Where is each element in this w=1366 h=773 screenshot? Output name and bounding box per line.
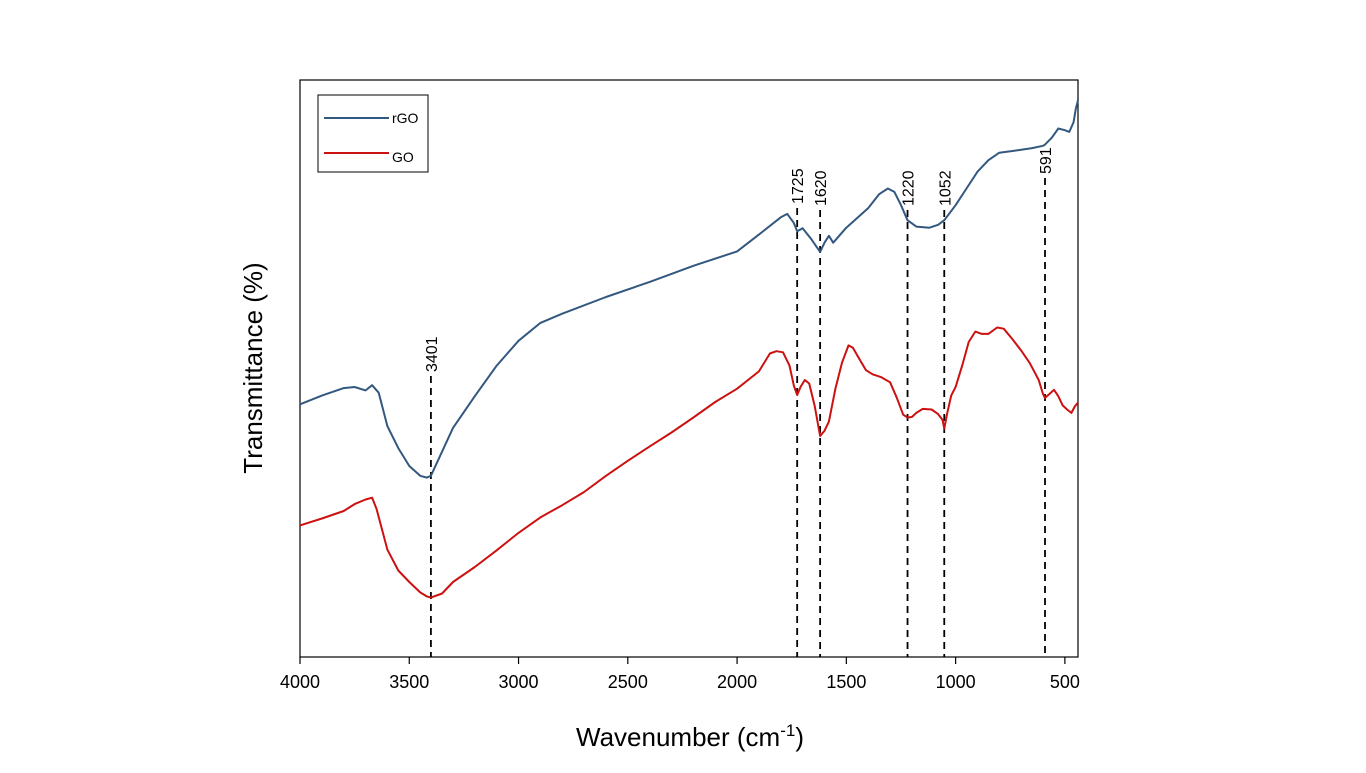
x-tick-label-2500: 2500 — [608, 672, 648, 692]
y-axis-title: Transmittance (%) — [238, 262, 268, 473]
x-axis-title: Wavenumber (cm-1) — [576, 721, 804, 752]
peak-label-1052: 1052 — [937, 170, 954, 206]
legend-label-go: GO — [392, 149, 414, 165]
peak-label-1620: 1620 — [813, 170, 830, 206]
legend-label-rgo: rGO — [392, 110, 419, 126]
x-tick-label-2000: 2000 — [717, 672, 757, 692]
x-tick-label-500: 500 — [1050, 672, 1080, 692]
peak-label-1725: 1725 — [790, 168, 807, 204]
x-tick-label-1000: 1000 — [936, 672, 976, 692]
series-layer — [299, 99, 1079, 599]
peak-label-3401: 3401 — [424, 336, 441, 372]
x-axis-ticks: 4000 3500 3000 2500 2000 1500 1000 500 — [280, 657, 1080, 692]
plot-frame — [299, 79, 1079, 658]
series-line-rgo — [299, 99, 1079, 479]
peak-markers: 3401 1725 1620 1220 1052 591 — [424, 147, 1055, 657]
x-tick-label-3000: 3000 — [499, 672, 539, 692]
legend: rGO GO — [317, 94, 429, 173]
peak-label-1220: 1220 — [901, 170, 918, 206]
legend-box — [317, 94, 429, 173]
series-line-go — [299, 326, 1079, 599]
x-tick-label-3500: 3500 — [389, 672, 429, 692]
x-tick-label-1500: 1500 — [826, 672, 866, 692]
peak-label-591: 591 — [1038, 147, 1055, 174]
x-tick-label-4000: 4000 — [280, 672, 320, 692]
